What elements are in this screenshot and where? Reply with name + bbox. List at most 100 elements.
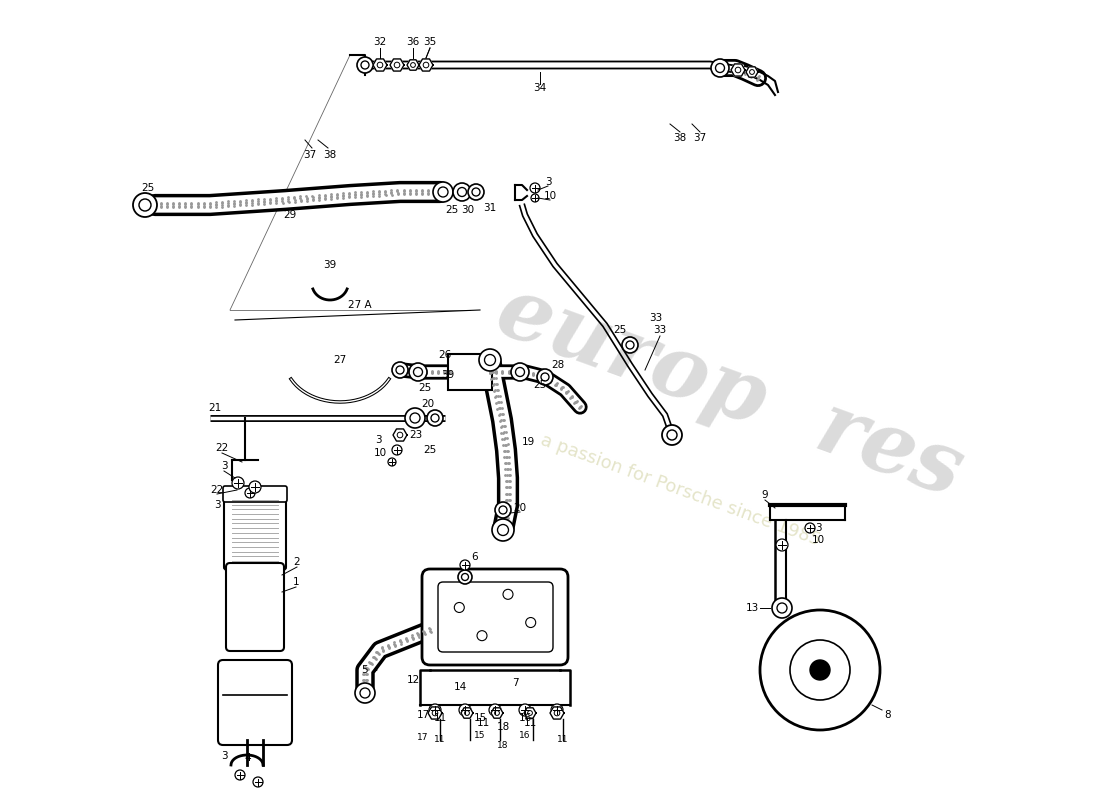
Text: 21: 21: [208, 403, 221, 413]
Circle shape: [405, 408, 425, 428]
Circle shape: [409, 363, 427, 381]
Text: 25: 25: [424, 445, 437, 455]
Text: 25: 25: [534, 380, 547, 390]
Text: 39: 39: [323, 260, 337, 270]
Polygon shape: [373, 59, 387, 71]
Text: 10: 10: [373, 448, 386, 458]
Text: 1: 1: [293, 577, 299, 587]
Circle shape: [519, 704, 531, 716]
Circle shape: [460, 560, 470, 570]
Circle shape: [355, 683, 375, 703]
Text: 9: 9: [761, 490, 768, 500]
Text: 25: 25: [142, 183, 155, 193]
Circle shape: [512, 363, 529, 381]
FancyBboxPatch shape: [226, 563, 284, 651]
Text: 25: 25: [446, 205, 459, 215]
Polygon shape: [746, 67, 758, 77]
Text: 30: 30: [461, 205, 474, 215]
Text: 31: 31: [483, 203, 496, 213]
Text: 33: 33: [653, 325, 667, 335]
Text: 17: 17: [417, 710, 430, 720]
Circle shape: [454, 602, 464, 613]
Polygon shape: [428, 707, 442, 719]
Circle shape: [429, 704, 441, 716]
Text: 25: 25: [418, 383, 431, 393]
Circle shape: [495, 502, 512, 518]
Text: 29: 29: [284, 210, 297, 220]
Text: 14: 14: [453, 682, 466, 692]
Circle shape: [810, 660, 830, 680]
Text: 8: 8: [884, 710, 891, 720]
Text: 27 A: 27 A: [349, 300, 372, 310]
Circle shape: [478, 349, 500, 371]
Text: 10: 10: [812, 535, 825, 545]
Circle shape: [551, 704, 563, 716]
Text: 18: 18: [497, 741, 508, 750]
Text: 35: 35: [424, 37, 437, 47]
Circle shape: [621, 337, 638, 353]
Circle shape: [245, 488, 255, 498]
Text: 3: 3: [221, 461, 228, 471]
Text: 26: 26: [439, 350, 452, 360]
Text: 3: 3: [544, 177, 551, 187]
Circle shape: [232, 477, 244, 489]
FancyBboxPatch shape: [448, 354, 492, 390]
Circle shape: [711, 59, 729, 77]
Text: 19: 19: [521, 437, 535, 447]
Text: 27: 27: [333, 355, 346, 365]
Polygon shape: [524, 708, 536, 718]
Circle shape: [477, 630, 487, 641]
Text: 15: 15: [474, 730, 486, 739]
Polygon shape: [550, 707, 564, 719]
Circle shape: [358, 57, 373, 73]
Polygon shape: [393, 429, 407, 441]
Text: 15: 15: [473, 713, 486, 723]
Text: 11: 11: [433, 713, 447, 723]
FancyBboxPatch shape: [438, 582, 553, 652]
Circle shape: [760, 610, 880, 730]
Circle shape: [790, 640, 850, 700]
Text: 7: 7: [512, 678, 518, 688]
Text: 25: 25: [614, 325, 627, 335]
Circle shape: [468, 184, 484, 200]
Circle shape: [249, 481, 261, 493]
Text: 32: 32: [373, 37, 386, 47]
Circle shape: [503, 590, 513, 599]
Text: 6: 6: [472, 552, 478, 562]
FancyBboxPatch shape: [422, 569, 568, 665]
Circle shape: [392, 362, 408, 378]
Text: 5: 5: [362, 665, 369, 675]
Circle shape: [459, 704, 471, 716]
Circle shape: [526, 618, 536, 627]
Text: 20: 20: [514, 503, 527, 513]
Circle shape: [253, 777, 263, 787]
Text: 3: 3: [375, 435, 382, 445]
Circle shape: [662, 425, 682, 445]
Text: 38: 38: [673, 133, 686, 143]
Text: a passion for Porsche since 1985: a passion for Porsche since 1985: [538, 431, 823, 549]
Text: 22: 22: [216, 443, 229, 453]
Circle shape: [235, 770, 245, 780]
Text: 11: 11: [476, 718, 490, 728]
Circle shape: [531, 194, 539, 202]
Text: 28: 28: [551, 360, 564, 370]
Text: 38: 38: [323, 150, 337, 160]
FancyBboxPatch shape: [224, 492, 286, 570]
Circle shape: [490, 704, 500, 716]
Text: 23: 23: [409, 430, 422, 440]
Circle shape: [537, 369, 553, 385]
Text: 11: 11: [558, 735, 569, 745]
Text: 36: 36: [406, 37, 419, 47]
FancyBboxPatch shape: [218, 660, 292, 745]
Text: 3: 3: [815, 523, 822, 533]
Circle shape: [392, 445, 402, 455]
Text: 18: 18: [496, 722, 509, 732]
Circle shape: [433, 182, 453, 202]
Polygon shape: [461, 708, 473, 718]
Text: 37: 37: [693, 133, 706, 143]
Circle shape: [772, 598, 792, 618]
Polygon shape: [407, 60, 419, 70]
Text: 17: 17: [417, 733, 429, 742]
Text: 11: 11: [524, 718, 537, 728]
Polygon shape: [732, 64, 745, 76]
